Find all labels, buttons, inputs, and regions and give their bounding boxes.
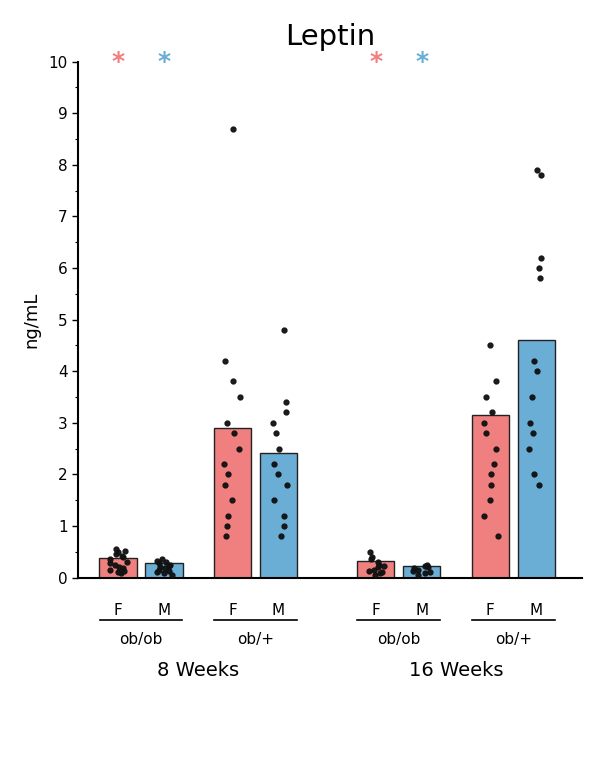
Text: F: F: [486, 604, 495, 618]
Bar: [260, 453, 297, 578]
Title: Leptin: Leptin: [285, 23, 375, 51]
Text: F: F: [114, 604, 122, 618]
Bar: [100, 558, 137, 578]
Text: 8 Weeks: 8 Weeks: [157, 661, 239, 680]
Text: ob/+: ob/+: [237, 631, 274, 647]
Text: ob/ob: ob/ob: [377, 631, 421, 647]
Bar: [472, 415, 509, 578]
Y-axis label: ng/mL: ng/mL: [22, 291, 40, 348]
Text: 16 Weeks: 16 Weeks: [409, 661, 503, 680]
Text: F: F: [371, 604, 380, 618]
Text: M: M: [415, 604, 428, 618]
Text: *: *: [157, 51, 170, 75]
Bar: [518, 340, 555, 578]
Text: M: M: [272, 604, 285, 618]
Bar: [145, 563, 182, 578]
Text: F: F: [228, 604, 237, 618]
Bar: [357, 561, 394, 578]
Text: *: *: [415, 51, 428, 75]
Text: M: M: [530, 604, 543, 618]
Text: ob/ob: ob/ob: [119, 631, 163, 647]
Text: *: *: [112, 51, 125, 75]
Bar: [214, 428, 251, 578]
Text: ob/+: ob/+: [495, 631, 532, 647]
Text: *: *: [369, 51, 382, 75]
Bar: [403, 566, 440, 578]
Text: M: M: [157, 604, 170, 618]
